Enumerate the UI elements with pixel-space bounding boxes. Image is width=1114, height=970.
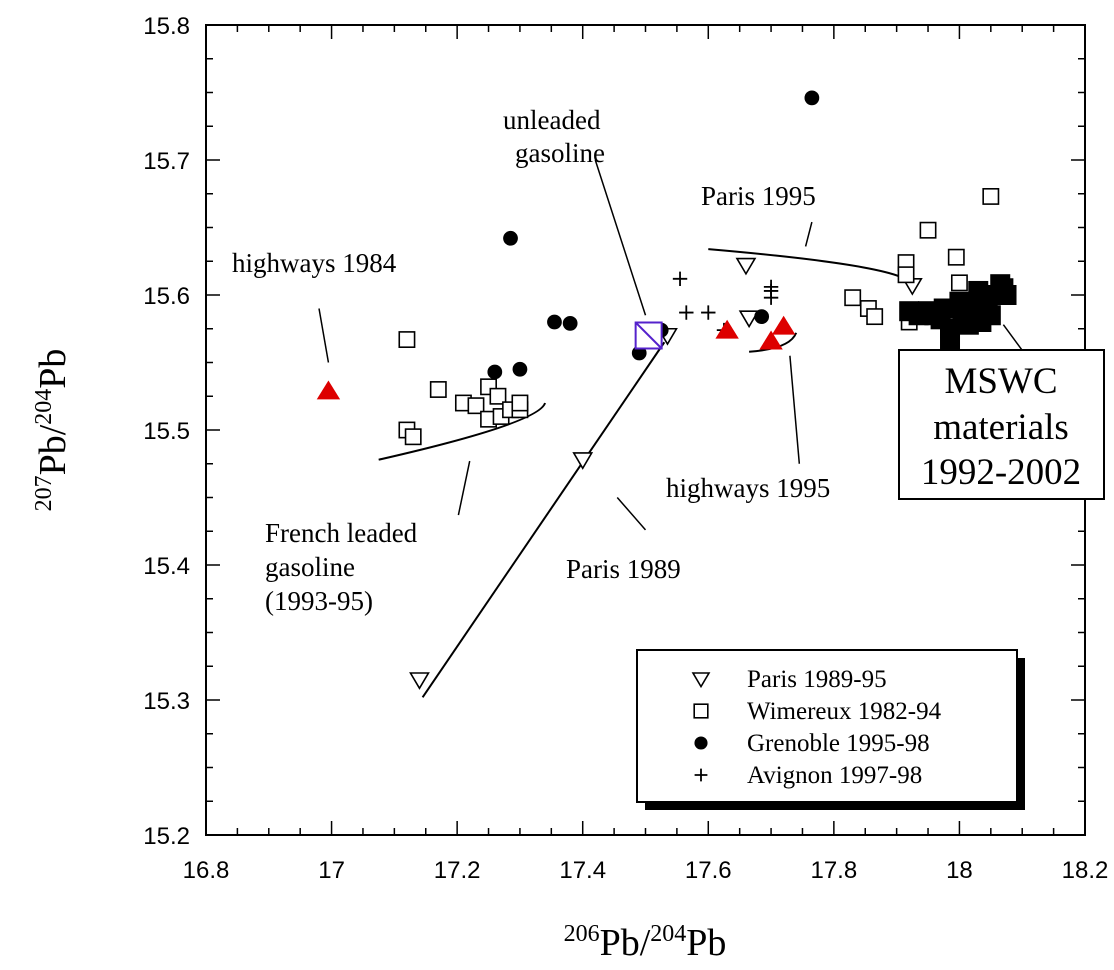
data-point [562,315,578,331]
data-point [754,309,770,324]
y-tick-label: 15.4 [143,553,190,580]
data-point [429,381,447,398]
data-points [316,90,1017,690]
data-point [735,257,757,276]
data-point [467,397,485,415]
x-tick-label: 17.8 [810,857,857,884]
data-point [980,305,1001,326]
data-point [511,394,529,412]
y-tick-label: 15.3 [143,688,190,715]
data-point [715,319,739,339]
mswc-line-3: 1992-2002 [921,452,1081,493]
annotation-lines [318,159,1023,698]
data-point [763,283,779,299]
x-tick-label: 17.6 [685,857,732,884]
data-point [701,305,716,320]
data-point [996,285,1017,305]
x-tick-label: 16.8 [183,857,230,884]
trend-line [421,341,666,698]
x-tick-label: 17.2 [434,857,481,884]
y-tick-label: 15.6 [143,283,190,310]
label-paris-1989: Paris 1989 [566,554,681,584]
data-point [409,672,430,690]
y-tick-label: 15.2 [143,823,190,850]
label-french-2: gasoline [265,552,355,582]
data-point [738,310,760,329]
pointer-line [457,460,471,516]
legend: Paris 1989-95 Wimereux 1982-94 Grenoble … [636,649,1025,810]
y-tick-label: 15.7 [143,148,190,175]
data-point [866,308,884,326]
label-unleaded-2: gasoline [515,138,605,168]
mswc-line-2: materials [933,407,1069,448]
data-point [919,221,937,239]
data-point [759,330,783,350]
trend-line [708,248,912,289]
data-point [398,331,416,348]
series-4 [316,315,796,400]
data-point [634,321,663,350]
data-point [489,387,507,405]
x-tick-label: 18.2 [1062,857,1109,884]
data-point [487,364,503,380]
data-point [672,271,688,286]
label-highways-1995: highways 1995 [666,473,830,503]
data-point [771,315,796,335]
data-point [933,298,954,319]
x-axis-title: 206Pb/204Pb [564,921,727,964]
mswc-line-1: MSWC [944,361,1057,402]
series-5 [634,321,663,350]
label-french-1: French leaded [265,518,418,548]
data-point [679,305,694,320]
pointer-line [318,308,330,363]
legend-paris: Paris 1989-95 [747,666,887,693]
data-point [844,289,862,307]
legend-marker [693,703,709,719]
data-point [316,380,341,400]
data-point [897,266,915,284]
data-point [503,230,518,246]
data-point [804,90,820,106]
legend-wimereux: Wimereux 1982-94 [747,698,942,725]
tick-layer: 16.8 17 17.2 17.4 17.6 17.8 18 18.2 15.2 15.3 15.4… [143,13,1108,884]
y-tick-label: 15.8 [143,13,190,40]
data-point [940,329,961,350]
label-unleaded-1: unleaded [503,105,601,135]
y-tick-label: 15.5 [143,418,190,445]
trend-line [378,402,546,461]
pointer-line [594,159,647,316]
series-6 [899,274,1017,350]
legend-marker [694,768,708,782]
legend-marker [691,672,711,689]
trend-line [749,332,798,353]
label-highways-1984: highways 1984 [232,248,397,278]
label-french-3: (1993-95) [265,586,373,616]
data-point [404,428,422,446]
data-point [512,361,528,377]
label-paris-1995: Paris 1995 [701,181,816,211]
series-1 [398,188,1000,446]
legend-markers [691,672,711,782]
pointer-line [789,355,801,464]
legend-marker [694,736,708,750]
data-point [572,452,594,470]
legend-avignon: Avignon 1997-98 [747,762,922,789]
mswc-label-box: MSWC materials 1992-2002 [898,349,1105,500]
data-point [947,248,965,266]
data-point [950,274,968,292]
x-tick-label: 17.4 [559,857,606,884]
y-axis-title: 207Pb/204Pb [31,349,74,512]
x-tick-label: 18 [946,857,973,884]
data-point [547,314,562,330]
pointer-line [1002,324,1023,351]
legend-grenoble: Grenoble 1995-98 [747,730,930,757]
data-point [982,188,1000,205]
pointer-line [616,497,647,531]
x-tick-label: 17 [318,857,345,884]
pointer-line [804,221,813,247]
